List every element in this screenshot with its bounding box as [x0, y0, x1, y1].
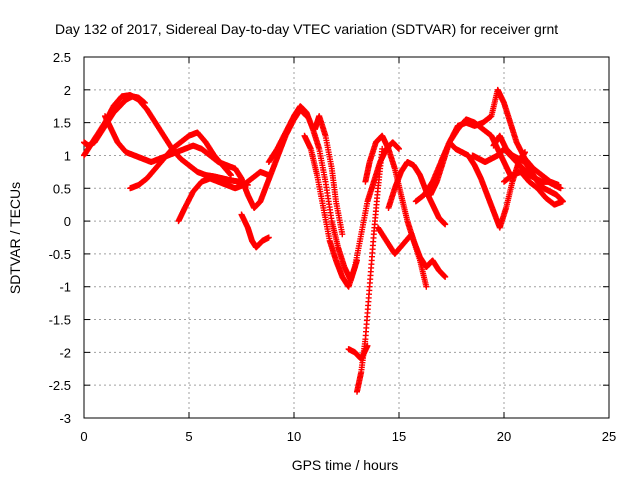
series-sat-j — [312, 113, 346, 238]
series-sat-n — [375, 224, 430, 290]
x-axis-label: GPS time / hours — [292, 457, 399, 473]
data-point — [141, 99, 148, 106]
x-tick-label: 20 — [497, 429, 511, 444]
y-tick-label: 1.5 — [53, 116, 71, 131]
data-point — [228, 172, 234, 179]
grid — [84, 57, 609, 418]
series-sat-r — [438, 116, 514, 179]
y-axis-label: SDTVAR / TECUs — [7, 182, 23, 294]
x-tick-label: 15 — [392, 429, 406, 444]
data-point — [379, 145, 386, 152]
x-tick-label: 25 — [602, 429, 616, 444]
x-tick-label: 5 — [185, 429, 192, 444]
series-sat-h — [265, 103, 360, 284]
series-sat-d — [127, 129, 234, 192]
y-tick-label: -0.5 — [49, 247, 71, 262]
y-tick-label: -3 — [59, 411, 71, 426]
data-point — [265, 234, 272, 241]
data-point — [522, 149, 528, 156]
y-tick-label: -2.5 — [49, 378, 71, 393]
chart-title: Day 132 of 2017, Sidereal Day-to-day VTE… — [55, 21, 558, 37]
y-tick-label: 2 — [64, 83, 71, 98]
data-points — [81, 86, 566, 395]
y-tick-label: 0.5 — [53, 181, 71, 196]
data-point — [442, 221, 449, 228]
y-tick-label: 2.5 — [53, 50, 71, 65]
data-point — [559, 198, 566, 205]
axis-tick-labels: 0 5 10 15 20 25 2.5 2 1.5 1 0.5 0 -0.5 -1 -1.5 -2 -2.5 -3 — [49, 50, 617, 444]
x-tick-label: 0 — [80, 429, 87, 444]
series-sat-t — [490, 132, 566, 205]
data-point — [396, 145, 402, 152]
series-sat-l — [354, 145, 386, 395]
data-point — [557, 185, 564, 192]
data-point — [423, 283, 430, 290]
data-point — [339, 231, 346, 238]
series-sat-u — [501, 168, 566, 208]
series-sat-i — [301, 132, 402, 290]
series-sat-o — [385, 159, 449, 228]
y-tick-label: -1.5 — [49, 313, 71, 328]
x-tick-label: 10 — [287, 429, 301, 444]
y-tick-label: 1 — [64, 148, 71, 163]
axis-ticks — [83, 56, 610, 419]
plot-frame — [83, 56, 610, 419]
y-tick-label: 0 — [64, 214, 71, 229]
data-point — [442, 273, 449, 280]
y-tick-label: -1 — [59, 280, 71, 295]
series-sat-g — [238, 211, 272, 251]
y-tick-label: -2 — [59, 345, 71, 360]
series-sat-a — [81, 92, 251, 188]
